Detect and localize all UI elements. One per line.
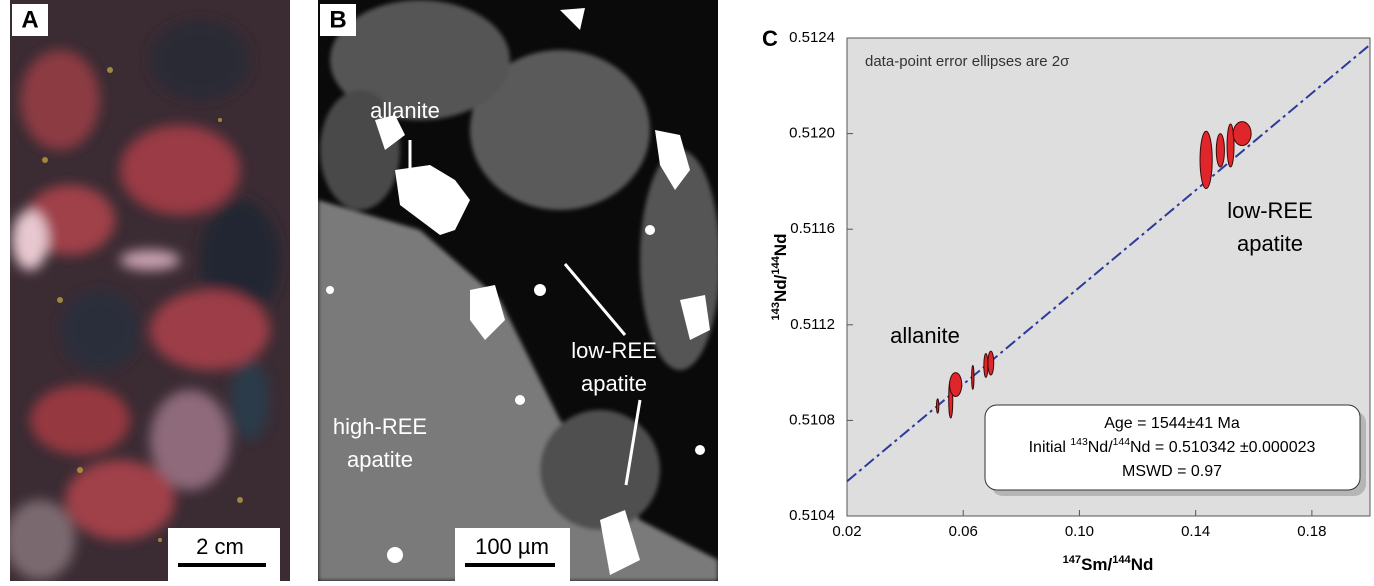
text-part: Sm/ [1081, 555, 1112, 574]
result-text: Age = 1544±41 Ma [1104, 415, 1240, 432]
x-tick-label: 0.14 [1181, 523, 1210, 540]
isochron-line [846, 43, 1371, 483]
superscript: 147 [1063, 554, 1081, 566]
photo-b [318, 0, 718, 581]
error-ellipse [1232, 121, 1252, 147]
superscript: 143 [770, 302, 782, 320]
panel-label: A [21, 6, 38, 33]
text-part: Nd = 0.510342 ±0.000023 [1130, 439, 1315, 456]
x-tick-label: 0.10 [1065, 523, 1094, 540]
group-label: allanite [890, 323, 960, 348]
y-tick-label: 0.5124 [789, 29, 835, 46]
error-ellipse [949, 372, 963, 397]
scale-bar [465, 563, 555, 567]
label-box [12, 4, 48, 36]
panel-label: C [762, 26, 778, 51]
annotation: high-REE [333, 414, 427, 439]
scale-box [168, 528, 280, 581]
error-ellipse [935, 398, 940, 414]
error-ellipse [987, 350, 995, 376]
annotation: apatite [581, 371, 647, 396]
note: data-point error ellipses are 2σ [865, 53, 1070, 70]
superscript: 144 [1112, 554, 1131, 566]
annotation: allanite [370, 98, 440, 123]
annotation: low-REE [571, 338, 657, 363]
error-ellipse [1199, 130, 1213, 190]
x-tick-label: 0.06 [949, 523, 978, 540]
y-tick-label: 0.5108 [789, 411, 835, 428]
y-tick-label: 0.5104 [789, 507, 835, 524]
superscript: 143 [1070, 437, 1088, 448]
error-ellipse [983, 352, 989, 378]
y-tick-label: 0.5120 [789, 125, 835, 142]
text-part: Nd [1131, 555, 1154, 574]
x-tick-label: 0.18 [1297, 523, 1326, 540]
y-tick-label: 0.5112 [790, 316, 835, 333]
group-label: low-REE [1227, 198, 1313, 223]
y-axis-label: 143Nd/144Nd [770, 234, 791, 321]
error-ellipse [1215, 133, 1225, 168]
group-label: apatite [1237, 231, 1303, 256]
result-text: MSWD = 0.97 [1122, 463, 1222, 480]
error-ellipse [971, 364, 975, 390]
x-tick-label: 0.02 [832, 523, 861, 540]
result-text: Initial 143Nd/144Nd = 0.510342 ±0.000023 [1029, 437, 1316, 456]
y-tick-label: 0.5116 [790, 220, 835, 237]
scale-text: 2 cm [196, 534, 244, 559]
superscript: 144 [1113, 437, 1131, 448]
annotation: apatite [347, 447, 413, 472]
text-part: Nd/ [1088, 439, 1113, 456]
text-part: Nd/ [771, 274, 790, 302]
text-part: Nd [771, 234, 790, 257]
chart: C data-point error ellipses are 2σ 0.510… [762, 26, 1371, 575]
scale-box [455, 528, 570, 581]
x-axis-label: 147Sm/144Nd [1063, 554, 1154, 575]
result-box [984, 404, 1361, 491]
label-box [320, 4, 356, 36]
text-part: Initial [1029, 439, 1071, 456]
superscript: 144 [770, 255, 782, 274]
scale-text: 100 µm [475, 534, 549, 559]
scale-bar [178, 563, 266, 567]
error-ellipse [1226, 123, 1235, 168]
panel-label: B [329, 6, 346, 33]
photo-a [10, 0, 290, 581]
